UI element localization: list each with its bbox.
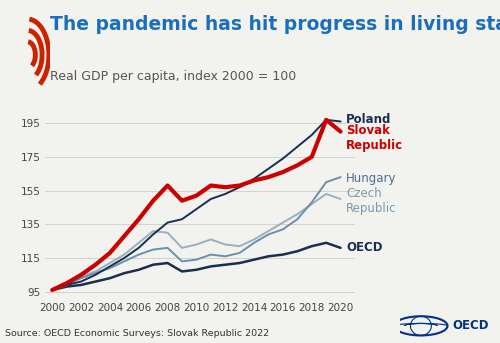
- Text: Czech
Republic: Czech Republic: [346, 187, 397, 215]
- Text: OECD: OECD: [452, 319, 489, 332]
- Text: Source: OECD Economic Surveys: Slovak Republic 2022: Source: OECD Economic Surveys: Slovak Re…: [5, 329, 269, 338]
- Text: Poland: Poland: [346, 113, 392, 126]
- Text: The pandemic has hit progress in living standards: The pandemic has hit progress in living …: [50, 15, 500, 34]
- Text: Slovak
Republic: Slovak Republic: [346, 125, 404, 152]
- Text: Hungary: Hungary: [346, 172, 397, 185]
- Text: OECD: OECD: [346, 241, 383, 255]
- Text: Real GDP per capita, index 2000 = 100: Real GDP per capita, index 2000 = 100: [50, 70, 296, 83]
